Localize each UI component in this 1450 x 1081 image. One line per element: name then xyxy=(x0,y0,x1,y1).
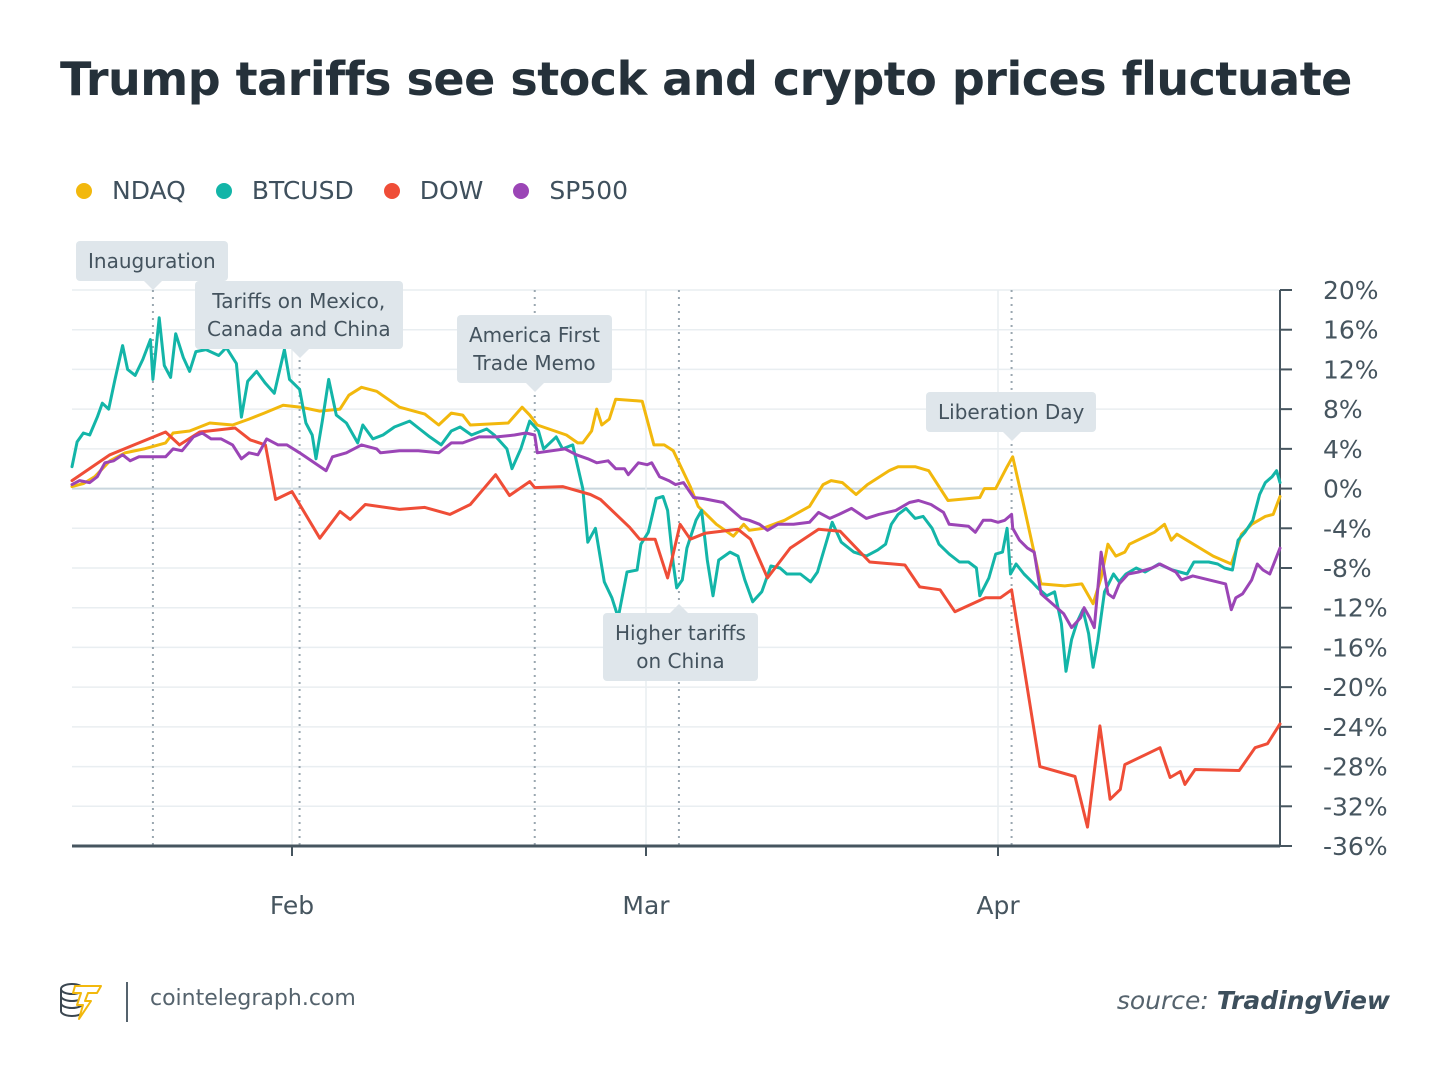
annotation-box: Liberation Day xyxy=(926,392,1097,432)
annotation-box: Tariffs on Mexico, Canada and China xyxy=(195,281,403,349)
annotation-label: America First xyxy=(469,323,600,347)
chart-title: Trump tariffs see stock and crypto price… xyxy=(60,52,1352,106)
y-tick-label: -4% xyxy=(1323,514,1372,543)
legend-dot xyxy=(76,182,92,199)
y-tick-label: -36% xyxy=(1323,832,1388,861)
annotation-label: Higher tariffs xyxy=(615,621,746,645)
cointelegraph-logo-icon xyxy=(60,983,102,1020)
annotation-label: on China xyxy=(636,649,725,673)
y-tick-label: -28% xyxy=(1323,753,1388,782)
annotation-label: Trade Memo xyxy=(473,351,596,375)
y-tick-label: 16% xyxy=(1323,316,1379,345)
legend-label: DOW xyxy=(419,176,484,205)
legend-item-dow: DOW xyxy=(383,176,484,205)
y-tick-label: 8% xyxy=(1323,395,1363,424)
legend: NDAQ BTCUSD DOW SP500 xyxy=(76,176,658,205)
y-tick-label: 12% xyxy=(1323,355,1379,384)
y-tick-label: 20% xyxy=(1323,276,1379,305)
legend-label: BTCUSD xyxy=(251,176,354,205)
y-tick-label: -20% xyxy=(1323,673,1388,702)
x-tick-label: Mar xyxy=(622,891,670,920)
y-tick-label: 4% xyxy=(1323,435,1363,464)
y-tick-label: -16% xyxy=(1323,633,1388,662)
series-line-dow xyxy=(70,426,1282,829)
x-tick-label: Feb xyxy=(270,891,314,920)
legend-item-sp500: SP500 xyxy=(513,176,628,205)
legend-dot xyxy=(513,182,530,199)
y-tick-label: 0% xyxy=(1323,475,1363,504)
legend-dot xyxy=(383,182,400,199)
legend-dot xyxy=(215,182,232,199)
y-tick-label: -24% xyxy=(1323,713,1388,742)
y-tick-label: -8% xyxy=(1323,554,1372,583)
legend-label: NDAQ xyxy=(112,176,186,205)
y-tick-label: -12% xyxy=(1323,594,1388,623)
legend-item-btcusd: BTCUSD xyxy=(215,176,354,205)
source-name: TradingView xyxy=(1216,986,1390,1015)
footer-divider xyxy=(126,982,128,1022)
annotation-label: Tariffs on Mexico, xyxy=(212,289,386,313)
annotation-label: Inauguration xyxy=(88,249,216,273)
annotation-box: Higher tariffs on China xyxy=(603,613,758,681)
annotation-label: Canada and China xyxy=(207,317,391,341)
legend-item-ndaq: NDAQ xyxy=(76,176,186,205)
annotation-label: Liberation Day xyxy=(938,400,1085,424)
series-line-ndaq xyxy=(70,385,1282,606)
y-tick-label: -32% xyxy=(1323,792,1388,821)
x-tick-label: Apr xyxy=(976,891,1020,920)
footer-site: cointelegraph.com xyxy=(150,986,356,1011)
footer-source: source: TradingView xyxy=(1117,986,1390,1015)
source-prefix: source: xyxy=(1116,986,1209,1015)
series-line-sp500 xyxy=(70,431,1282,630)
annotation-box: Inauguration xyxy=(76,241,228,281)
legend-label: SP500 xyxy=(549,176,629,205)
annotation-box: America First Trade Memo xyxy=(457,315,612,383)
